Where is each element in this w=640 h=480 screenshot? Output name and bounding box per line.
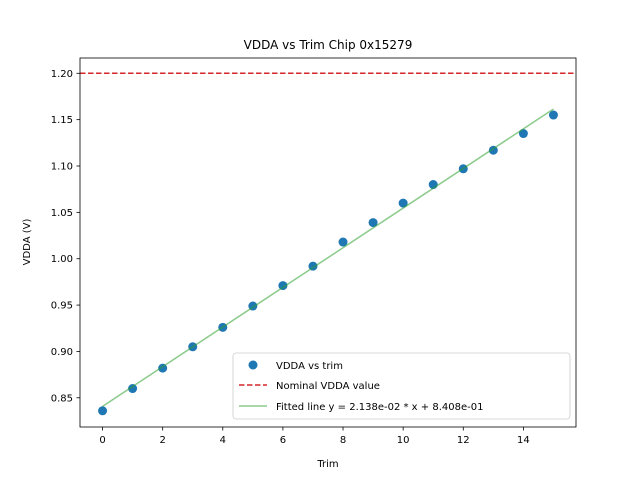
y-axis: 0.85 0.90 0.95 1.00 1.05 1.10 1.15 1.20 [51,69,80,404]
y-tick-label: 1.00 [51,254,73,265]
plot-area [80,72,576,416]
legend-marker-scatter [248,360,258,370]
y-tick-label: 0.85 [51,393,73,404]
x-tick-label: 10 [397,435,410,446]
y-tick-label: 1.15 [51,115,73,126]
fitted-line [102,108,554,407]
x-tick-label: 8 [340,435,346,446]
data-point [518,129,528,139]
x-tick-label: 2 [159,435,165,446]
x-tick-label: 6 [280,435,286,446]
x-tick-label: 12 [457,435,470,446]
x-tick-label: 0 [99,435,105,446]
x-axis-label: Trim [316,459,338,470]
plot-frame [79,57,577,428]
x-tick-label: 4 [220,435,226,446]
legend-label-fit: Fitted line y = 2.138e-02 * x + 8.408e-0… [276,402,483,413]
legend-label-nominal: Nominal VDDA value [276,381,380,392]
legend-box [232,352,571,420]
data-point [548,110,558,120]
legend-label-scatter: VDDA vs trim [276,361,343,372]
y-tick-label: 1.05 [51,208,73,219]
y-tick-label: 1.10 [51,162,73,173]
chart-title: VDDA vs Trim Chip 0x15279 [244,38,413,52]
y-tick-label: 0.95 [51,301,73,312]
x-tick-label: 14 [517,435,530,446]
data-point [98,406,108,416]
data-point [278,281,288,291]
y-axis-label: VDDA (V) [22,219,33,266]
data-point [338,237,348,247]
y-tick-label: 0.90 [51,347,73,358]
y-tick-label: 1.20 [51,69,73,80]
data-point [368,218,378,228]
legend: VDDA vs trim Nominal VDDA value Fitted l… [232,352,571,420]
data-point [398,198,408,208]
data-point [128,384,138,394]
x-axis: 0 2 4 6 8 10 12 14 [99,427,530,446]
